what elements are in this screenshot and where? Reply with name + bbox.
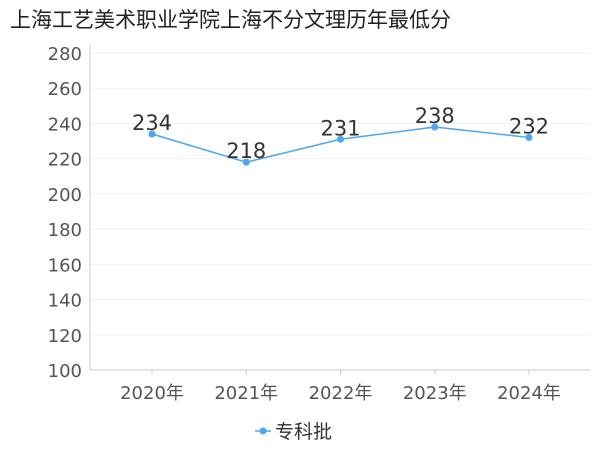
- data-label: 238: [415, 104, 455, 128]
- y-tick-label: 200: [48, 185, 82, 206]
- data-label: 231: [320, 116, 360, 140]
- y-tick-labels: 100 120 140 160 180 200 220 240 260 280: [48, 44, 82, 382]
- y-tick-label: 100: [48, 361, 82, 382]
- data-labels: 234 218 231 238 232: [132, 104, 549, 163]
- data-label: 232: [509, 115, 549, 139]
- x-tick-label: 2024年: [497, 383, 561, 404]
- series: [148, 123, 533, 166]
- data-point[interactable]: [337, 135, 344, 143]
- data-point[interactable]: [148, 130, 156, 138]
- data-point[interactable]: [431, 123, 439, 131]
- y-tick-label: 220: [48, 150, 82, 171]
- axes: [89, 45, 590, 371]
- data-label: 218: [226, 139, 266, 163]
- x-tick-labels: 2020年 2021年 2022年 2023年 2024年: [120, 370, 561, 404]
- y-tick-label: 140: [48, 291, 82, 312]
- x-tick-label: 2022年: [309, 383, 373, 404]
- legend[interactable]: 专科批: [255, 421, 332, 443]
- y-tick-label: 160: [48, 255, 82, 276]
- y-tick-label: 260: [48, 79, 82, 100]
- y-tick-label: 120: [48, 326, 82, 347]
- x-tick-label: 2021年: [214, 383, 278, 404]
- grid: [90, 52, 590, 336]
- chart-title: 上海工艺美术职业学院上海不分文理历年最低分: [10, 8, 451, 32]
- data-label: 234: [132, 111, 172, 135]
- x-tick-label: 2020年: [120, 383, 184, 404]
- data-point[interactable]: [242, 158, 250, 166]
- y-tick-label: 180: [48, 220, 82, 241]
- x-tick-label: 2023年: [403, 383, 467, 404]
- y-tick-label: 280: [48, 44, 82, 65]
- legend-label: 专科批: [275, 421, 332, 443]
- y-tick-label: 240: [48, 114, 82, 135]
- legend-marker-icon: [259, 427, 267, 435]
- data-point[interactable]: [525, 134, 533, 142]
